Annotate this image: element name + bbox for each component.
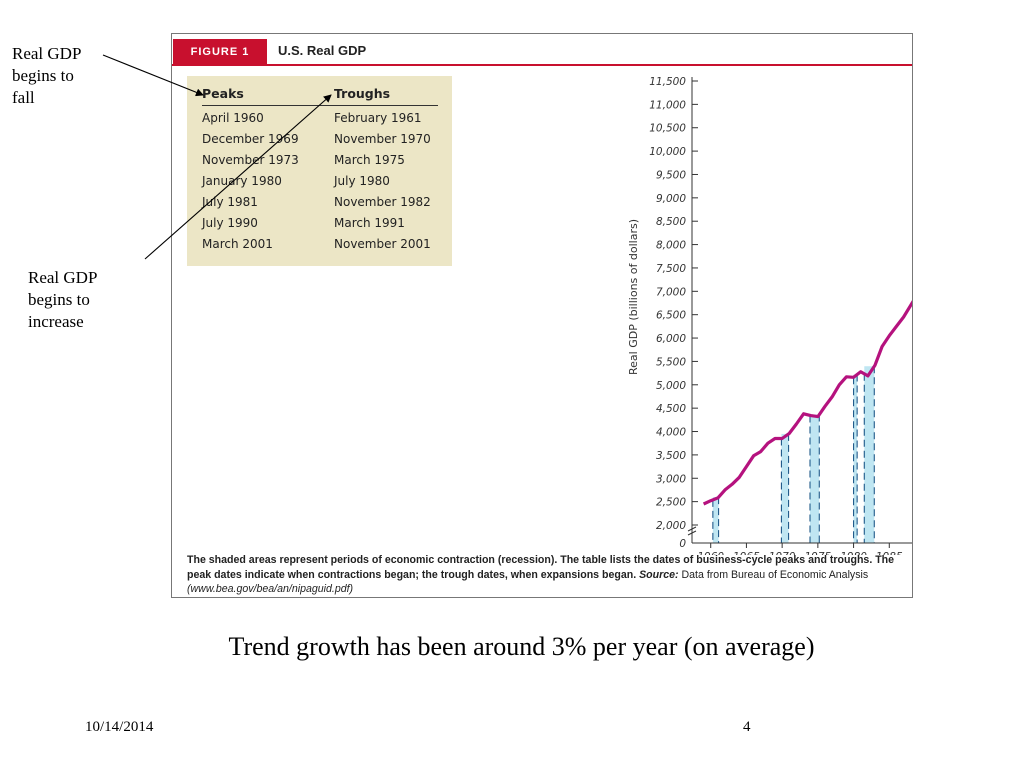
figure-title: U.S. Real GDP (278, 43, 367, 58)
gdp-line-chart: 0 2,000 2,500 3,000 3,500 4,000 4,500 5,000 5,50… (627, 76, 912, 555)
caption-source: Data from Bureau of Economic Analysis (681, 568, 869, 581)
troughs-header: Troughs (334, 86, 391, 101)
peaks-header: Peaks (202, 86, 244, 101)
business-cycle-table: Peaks Troughs April 1960 February 1961 Dec… (187, 76, 452, 266)
y-tick-label: 4,500 (656, 403, 686, 415)
x-tick-label: 1965 (733, 551, 760, 555)
recession-band (712, 497, 719, 543)
annotation-gdp-increases: Real GDP begins to increase (28, 268, 98, 331)
y-tick-label: 2,500 (656, 497, 686, 509)
table-cell-peak: April 1960 (202, 111, 264, 125)
recession-band (853, 374, 858, 543)
table-cell-trough: November 2001 (334, 237, 431, 251)
y-tick-label: 9,500 (656, 169, 686, 181)
y-tick-label: 6,500 (656, 310, 686, 322)
y-tick-label: 7,000 (656, 286, 686, 298)
figure-panel: FIGURE 1 U.S. Real GDP Peaks Troughs Apr… (171, 33, 913, 598)
table-cell-trough: July 1980 (334, 174, 390, 188)
table-cell-trough: November 1970 (334, 132, 431, 146)
table-cell-peak: November 1973 (202, 153, 299, 167)
x-tick-label: 1985 (876, 551, 903, 555)
table-cell-trough: November 1982 (334, 195, 431, 209)
table-cell-trough: March 1975 (334, 153, 405, 167)
table-cell-peak: December 1969 (202, 132, 299, 146)
y-tick-label: 7,500 (656, 263, 686, 275)
recession-band (864, 366, 875, 543)
caption-url: (www.bea.gov/bea/an/nipaguid.pdf) (187, 583, 354, 595)
table-cell-peak: January 1980 (202, 174, 282, 188)
table-divider (202, 105, 438, 106)
y-tick-label: 0 (679, 538, 686, 550)
y-tick-label: 11,000 (649, 99, 686, 111)
y-tick-label: 5,500 (656, 356, 686, 368)
slide-subtitle: Trend growth has been around 3% per year… (228, 632, 815, 661)
y-tick-label: 6,000 (656, 333, 686, 345)
figure-header: FIGURE 1 U.S. Real GDP (172, 34, 912, 66)
y-tick-label: 4,000 (656, 427, 686, 439)
figure-caption: The shaded areas represent periods of ec… (187, 553, 907, 597)
table-cell-peak: July 1981 (202, 195, 258, 209)
x-tick-label: 1975 (804, 551, 831, 555)
table-cell-trough: February 1961 (334, 111, 422, 125)
y-tick-label: 9,000 (656, 193, 686, 205)
x-tick-label: 1960 (697, 551, 724, 555)
y-tick-label: 10,500 (649, 123, 686, 135)
table-cell-peak: July 1990 (202, 216, 258, 230)
figure-badge: FIGURE 1 (173, 39, 267, 64)
table-cell-trough: March 1991 (334, 216, 405, 230)
caption-text: The shaded areas represent periods of ec… (187, 554, 895, 581)
y-tick-label: 8,500 (656, 216, 686, 228)
y-axis-label: Real GDP (billions of dollars) (627, 219, 640, 375)
y-tick-label: 5,000 (656, 380, 686, 392)
caption-source-label: Source: (639, 568, 679, 581)
slide-page-number: 4 (743, 719, 751, 735)
recession-band (810, 414, 820, 543)
annotation-gdp-falls: Real GDP begins to fall (12, 44, 82, 107)
axis-break-mark (687, 526, 697, 536)
recession-band (781, 433, 789, 543)
table-cell-peak: March 2001 (202, 237, 273, 251)
gdp-series-line (702, 300, 912, 506)
y-tick-label: 2,000 (656, 520, 686, 532)
y-tick-label: 3,000 (656, 473, 686, 485)
x-tick-label: 1970 (769, 551, 796, 555)
y-tick-label: 3,500 (656, 450, 686, 462)
y-tick-label: 8,000 (656, 240, 686, 252)
y-tick-label: 10,000 (649, 146, 686, 158)
x-tick-label: 1980 (840, 551, 867, 555)
slide-date: 10/14/2014 (85, 719, 154, 735)
y-tick-label: 11,500 (649, 76, 686, 88)
